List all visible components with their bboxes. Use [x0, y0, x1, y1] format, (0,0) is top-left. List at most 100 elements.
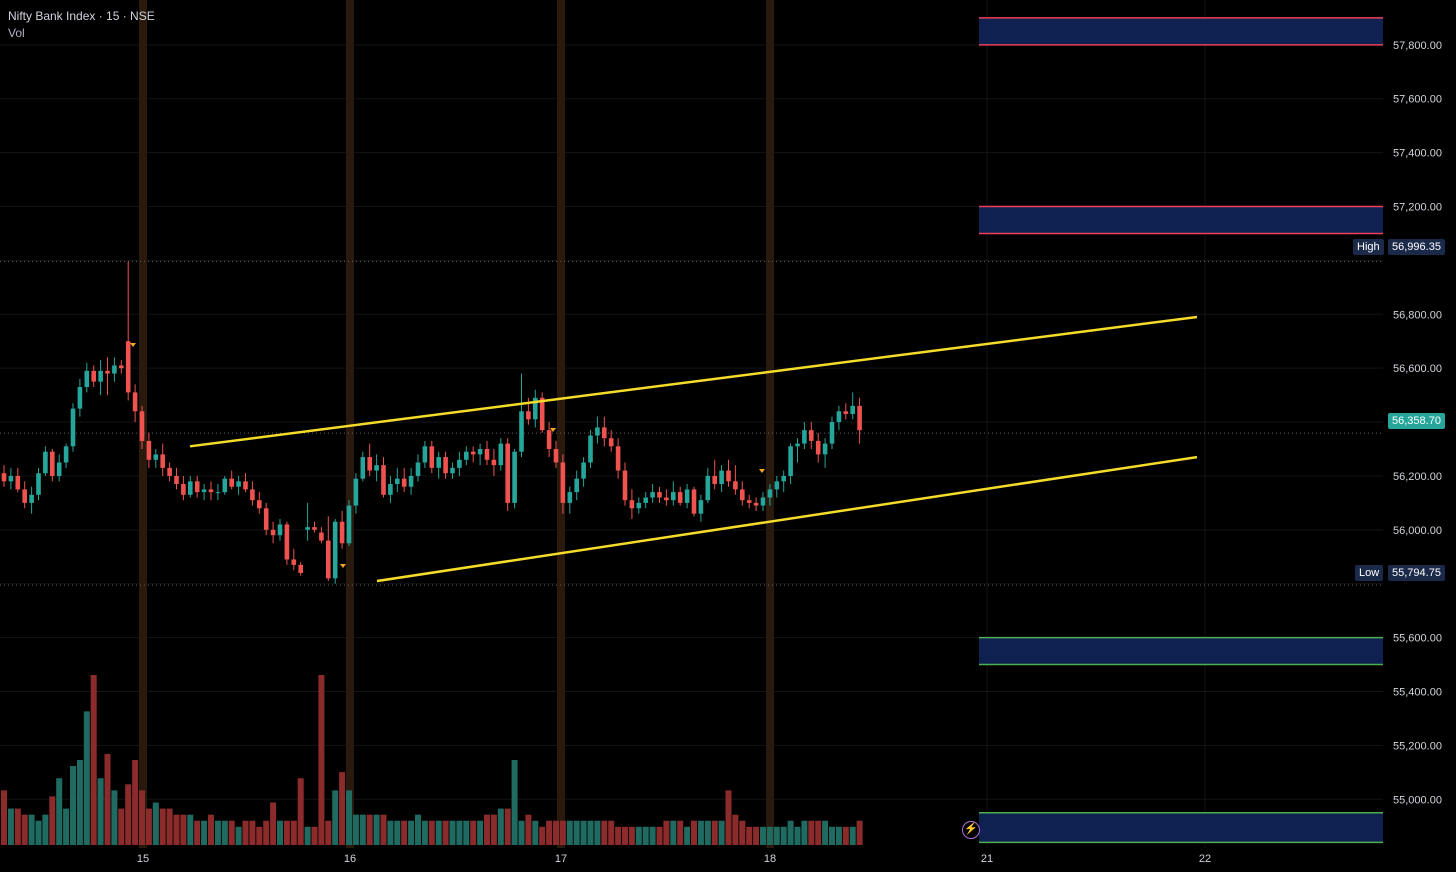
candle-body[interactable]: [105, 370, 110, 374]
candle-body[interactable]: [312, 527, 317, 530]
candle-body[interactable]: [29, 494, 34, 503]
candle-body[interactable]: [477, 448, 483, 455]
candle-body[interactable]: [464, 451, 469, 460]
channel-upper-line[interactable]: [189, 315, 1198, 448]
candle-body[interactable]: [629, 500, 635, 509]
candle-body[interactable]: [829, 422, 835, 444]
candle-body[interactable]: [56, 462, 62, 476]
candle-body[interactable]: [167, 467, 172, 476]
candle-body[interactable]: [470, 451, 476, 455]
candle-body[interactable]: [740, 489, 745, 501]
candle-body[interactable]: [257, 500, 262, 509]
candle-body[interactable]: [836, 411, 842, 423]
candle-body[interactable]: [84, 370, 90, 388]
candle-body[interactable]: [636, 502, 642, 509]
candle-body[interactable]: [70, 408, 76, 447]
candle-body[interactable]: [15, 475, 21, 490]
candle-body[interactable]: [857, 405, 862, 431]
candle-body[interactable]: [677, 492, 683, 503]
candle-body[interactable]: [215, 492, 221, 494]
candle-body[interactable]: [112, 365, 117, 374]
candle-body[interactable]: [422, 446, 428, 463]
candle-body[interactable]: [36, 473, 41, 495]
candle-body[interactable]: [119, 365, 124, 369]
candle-body[interactable]: [250, 489, 255, 501]
candle-body[interactable]: [484, 448, 490, 460]
candle-body[interactable]: [753, 502, 759, 506]
candle-body[interactable]: [181, 484, 186, 495]
candle-body[interactable]: [457, 459, 462, 468]
candle-body[interactable]: [650, 492, 655, 498]
candle-body[interactable]: [284, 524, 290, 560]
candle-body[interactable]: [546, 430, 552, 449]
candle-body[interactable]: [595, 427, 600, 436]
candle-body[interactable]: [505, 443, 510, 503]
candle-body[interactable]: [160, 454, 165, 468]
candle-body[interactable]: [567, 492, 573, 503]
candle-body[interactable]: [539, 397, 545, 431]
candle-body[interactable]: [201, 489, 207, 493]
candle-body[interactable]: [381, 465, 386, 495]
candle-body[interactable]: [498, 443, 504, 466]
candle-body[interactable]: [533, 397, 538, 420]
candle-body[interactable]: [360, 457, 366, 479]
channel-lower-line[interactable]: [376, 455, 1198, 583]
candle-body[interactable]: [733, 481, 738, 490]
candle-body[interactable]: [208, 489, 214, 493]
candle-body[interactable]: [581, 462, 586, 479]
candle-body[interactable]: [795, 443, 800, 447]
candle-body[interactable]: [222, 478, 228, 493]
candle-body[interactable]: [698, 500, 704, 514]
candle-body[interactable]: [443, 457, 448, 474]
candle-body[interactable]: [774, 481, 780, 490]
candle-body[interactable]: [353, 478, 359, 506]
candle-body[interactable]: [146, 440, 152, 460]
candle-body[interactable]: [174, 475, 179, 485]
candle-body[interactable]: [277, 524, 283, 536]
candle-body[interactable]: [1, 473, 7, 482]
candle-body[interactable]: [305, 527, 310, 530]
candle-body[interactable]: [843, 411, 849, 414]
candle-body[interactable]: [367, 457, 372, 471]
candle-body[interactable]: [815, 440, 821, 455]
candle-body[interactable]: [719, 470, 724, 485]
candle-body[interactable]: [615, 446, 621, 471]
candle-body[interactable]: [671, 492, 676, 501]
candle-body[interactable]: [374, 465, 379, 471]
candle-body[interactable]: [339, 521, 345, 544]
candle-body[interactable]: [574, 478, 579, 493]
candle-body[interactable]: [263, 508, 269, 530]
candle-body[interactable]: [319, 532, 324, 541]
candle-body[interactable]: [132, 392, 138, 412]
candle-body[interactable]: [236, 481, 241, 487]
candle-body[interactable]: [139, 411, 145, 441]
candle-body[interactable]: [291, 559, 297, 565]
candle-body[interactable]: [767, 489, 773, 498]
candle-body[interactable]: [602, 427, 607, 439]
candle-body[interactable]: [684, 489, 690, 503]
candle-body[interactable]: [788, 446, 793, 476]
candle-body[interactable]: [125, 341, 131, 393]
candle-body[interactable]: [298, 564, 303, 573]
candle-body[interactable]: [194, 481, 200, 493]
candle-body[interactable]: [8, 475, 14, 482]
candle-body[interactable]: [526, 411, 531, 420]
candle-body[interactable]: [491, 459, 497, 466]
candle-body[interactable]: [850, 405, 855, 414]
candle-body[interactable]: [802, 430, 807, 444]
lightning-icon[interactable]: ⚡: [962, 821, 980, 839]
candle-body[interactable]: [781, 475, 786, 482]
candle-body[interactable]: [346, 505, 352, 544]
candle-body[interactable]: [415, 462, 421, 476]
candle-body[interactable]: [760, 497, 766, 506]
candle-body[interactable]: [408, 475, 414, 487]
candle-body[interactable]: [388, 484, 393, 495]
candle-body[interactable]: [512, 451, 517, 503]
candle-body[interactable]: [726, 470, 731, 482]
candle-body[interactable]: [395, 478, 400, 485]
candle-body[interactable]: [63, 446, 69, 463]
candle-body[interactable]: [243, 481, 248, 490]
candle-body[interactable]: [809, 430, 814, 441]
candle-body[interactable]: [22, 489, 27, 503]
